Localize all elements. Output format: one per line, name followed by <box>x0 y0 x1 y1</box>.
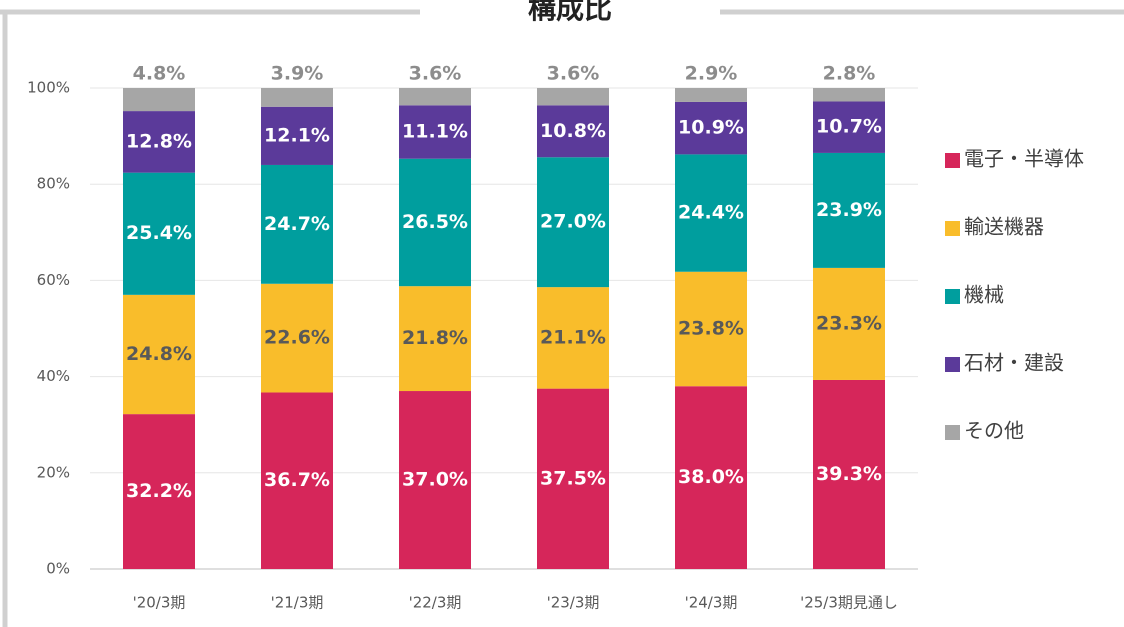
bar-segment <box>675 101 747 155</box>
bar-segment <box>123 294 195 415</box>
bar-segment <box>813 88 885 102</box>
data-label: 22.6% <box>264 327 330 349</box>
data-label: 12.8% <box>126 130 192 152</box>
bar-segment <box>537 287 609 389</box>
bar-segment <box>537 88 609 106</box>
data-label: 39.3% <box>816 463 882 485</box>
data-label: 24.4% <box>678 202 744 224</box>
data-label: 37.0% <box>402 469 468 491</box>
data-label: 21.8% <box>402 327 468 349</box>
legend-label: 電子・半導体 <box>964 147 1084 171</box>
bar-segment <box>813 101 885 153</box>
data-label: 4.8% <box>133 63 186 85</box>
data-label: 12.1% <box>264 124 330 146</box>
data-label: 23.8% <box>678 317 744 339</box>
bar-segment <box>261 164 333 284</box>
data-label: 27.0% <box>540 211 606 233</box>
bar-segment <box>813 152 885 268</box>
bar-segment <box>675 271 747 387</box>
chart-title: 構成比 <box>528 0 612 25</box>
bar-segment <box>537 105 609 158</box>
x-tick-label: '23/3期 <box>547 594 600 612</box>
bar-segment <box>123 88 195 112</box>
x-tick-label: '21/3期 <box>271 594 324 612</box>
bar-segment <box>399 391 471 569</box>
data-label: 24.8% <box>126 343 192 365</box>
data-label: 10.7% <box>816 116 882 138</box>
bar-segment <box>399 105 471 159</box>
data-label: 2.9% <box>685 63 738 85</box>
data-label: 21.1% <box>540 326 606 348</box>
bar-segment <box>675 88 747 102</box>
data-label: 3.6% <box>409 63 462 85</box>
y-tick-label: 40% <box>37 367 70 385</box>
data-label: 10.9% <box>678 117 744 139</box>
legend-label: その他 <box>964 419 1024 443</box>
legend-swatch <box>945 357 960 372</box>
bar-segment <box>537 388 609 569</box>
data-label: 11.1% <box>402 121 468 143</box>
legend-label: 輸送機器 <box>964 215 1044 239</box>
data-label: 25.4% <box>126 222 192 244</box>
data-label: 26.5% <box>402 211 468 233</box>
legend-swatch <box>945 221 960 236</box>
bar-segment <box>261 88 333 107</box>
data-label: 24.7% <box>264 213 330 235</box>
legend-label: 機械 <box>964 283 1004 307</box>
y-tick-label: 100% <box>27 79 70 97</box>
bar-segment <box>399 158 471 287</box>
bar-segment <box>261 283 333 393</box>
data-label: 10.8% <box>540 120 606 142</box>
data-label: 3.9% <box>271 63 324 85</box>
y-tick-label: 0% <box>46 560 70 578</box>
data-label: 32.2% <box>126 480 192 502</box>
y-tick-label: 60% <box>37 271 70 289</box>
bar-segment <box>399 286 471 392</box>
bar-segment <box>261 106 333 165</box>
bar-segment <box>537 157 609 288</box>
legend-swatch <box>945 153 960 168</box>
x-tick-label: '24/3期 <box>685 594 738 612</box>
bar-segment <box>813 267 885 380</box>
data-label: 37.5% <box>540 467 606 489</box>
legend-swatch <box>945 289 960 304</box>
legend-swatch <box>945 425 960 440</box>
bar-segment <box>399 88 471 106</box>
y-tick-label: 80% <box>37 175 70 193</box>
x-tick-label: '25/3期見通し <box>800 594 898 612</box>
bar-segment <box>675 154 747 272</box>
data-label: 36.7% <box>264 469 330 491</box>
data-label: 38.0% <box>678 466 744 488</box>
bar-segment <box>123 172 195 295</box>
bar-segment <box>123 414 195 569</box>
data-label: 23.9% <box>816 199 882 221</box>
data-label: 3.6% <box>547 63 600 85</box>
data-label: 23.3% <box>816 312 882 334</box>
bar-segment <box>813 379 885 569</box>
x-tick-label: '20/3期 <box>133 594 186 612</box>
y-tick-label: 20% <box>37 463 70 481</box>
bar-segment <box>123 111 195 173</box>
data-label: 2.8% <box>823 63 876 85</box>
x-tick-label: '22/3期 <box>409 594 462 612</box>
legend-label: 石材・建設 <box>964 351 1064 375</box>
bar-segment <box>675 386 747 569</box>
bar-segment <box>261 392 333 569</box>
